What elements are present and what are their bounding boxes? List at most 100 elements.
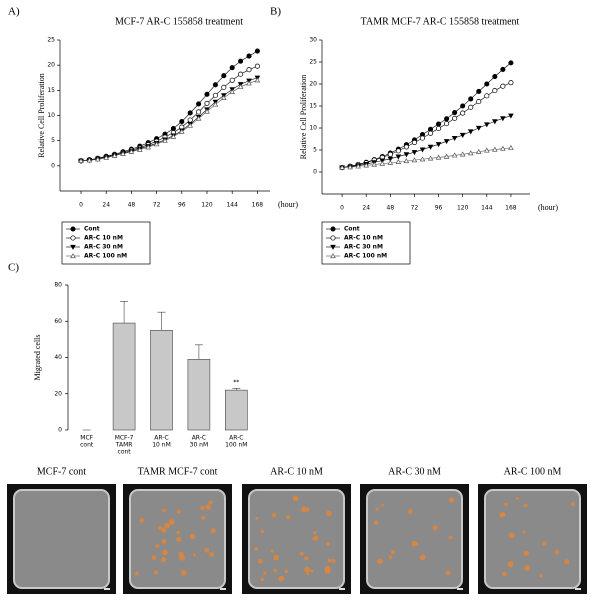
cell — [179, 554, 185, 561]
y-tick-label: 20 — [54, 390, 62, 397]
cell — [523, 550, 529, 556]
cell — [176, 536, 182, 542]
marker — [435, 154, 442, 160]
cell — [554, 549, 560, 555]
y-tick-label: 20 — [309, 81, 317, 88]
cell — [263, 571, 267, 576]
cell — [273, 554, 279, 561]
cell — [325, 541, 330, 546]
x-tick-label: 96 — [435, 205, 443, 212]
annotation: ** — [233, 379, 239, 386]
x-tick-label: 0 — [340, 205, 344, 212]
image-well — [366, 489, 463, 589]
y-tick-label: 20 — [47, 62, 55, 69]
cell — [189, 533, 196, 540]
cell — [388, 555, 393, 560]
x-tick-label: AR-C — [154, 435, 168, 442]
cell — [327, 558, 332, 563]
marker — [411, 139, 417, 146]
bar — [112, 322, 136, 431]
cell — [204, 547, 210, 553]
x-tick-label: AR-C — [192, 435, 206, 442]
x-tick-label: 48 — [387, 205, 395, 212]
cell — [325, 510, 332, 517]
marker — [330, 235, 336, 241]
marker — [187, 110, 193, 116]
marker — [179, 128, 185, 134]
bar — [225, 389, 248, 431]
marker — [427, 130, 434, 136]
image-caption: MCF-7 cont — [37, 466, 86, 477]
x-tick-label: 96 — [178, 202, 186, 209]
marker — [254, 48, 260, 54]
panel-label: C) — [8, 262, 19, 274]
marker — [229, 65, 235, 71]
cell — [515, 496, 519, 500]
cell — [255, 516, 259, 520]
marker — [387, 159, 394, 165]
x-tick-label: cont — [118, 449, 132, 456]
cell — [375, 507, 379, 511]
marker — [500, 116, 506, 122]
y-tick-label: 60 — [54, 318, 62, 325]
y-axis-label: Relative Cell Proliferation — [37, 73, 46, 157]
y-axis-label: Migrated cells — [33, 335, 42, 381]
cell — [278, 575, 285, 582]
marker — [444, 116, 450, 122]
x-tick-label: 0 — [79, 202, 83, 209]
marker — [238, 58, 244, 64]
marker — [508, 60, 514, 66]
legend-label: AR-C 10 nM — [84, 235, 123, 242]
scale-bar — [104, 588, 110, 590]
marker — [179, 118, 185, 125]
y-tick-label: 10 — [47, 112, 55, 119]
marker — [78, 157, 84, 163]
x-tick-label: 30 nM — [190, 442, 209, 449]
error-bar — [194, 344, 203, 360]
marker — [508, 144, 514, 150]
marker — [221, 94, 227, 100]
cell — [301, 506, 307, 513]
marker — [443, 139, 450, 145]
marker — [70, 253, 76, 259]
marker — [187, 122, 193, 128]
cell — [539, 573, 543, 578]
marker — [355, 163, 361, 169]
cell — [270, 549, 274, 553]
cell — [200, 505, 205, 511]
cell — [210, 527, 216, 534]
marker — [254, 63, 260, 69]
marker — [387, 156, 394, 162]
cell — [564, 559, 570, 565]
cell — [306, 572, 310, 576]
scale-bar — [575, 588, 581, 590]
marker — [371, 161, 378, 167]
marker — [500, 145, 506, 151]
x-tick-label: 100 nM — [225, 442, 247, 449]
cell — [192, 553, 196, 557]
x-tick-label: 168 — [505, 205, 517, 212]
cell — [312, 537, 316, 541]
cell — [522, 530, 526, 534]
marker — [411, 157, 418, 163]
error-bar — [120, 301, 129, 324]
cell — [499, 512, 505, 518]
cell — [176, 530, 181, 535]
cell — [135, 571, 139, 576]
x-tick-label: 24 — [362, 205, 370, 212]
image-well — [484, 489, 581, 589]
marker — [468, 104, 474, 110]
legend-label: Cont — [84, 226, 100, 233]
legend-label: AR-C 100 nM — [344, 253, 387, 260]
marker — [427, 144, 434, 150]
marker — [467, 129, 474, 135]
y-tick-label: 25 — [47, 37, 55, 44]
y-tick-label: 30 — [309, 37, 317, 44]
series-line — [342, 115, 512, 168]
marker — [451, 136, 458, 142]
cell — [570, 502, 575, 507]
marker — [86, 157, 93, 163]
cell — [271, 512, 277, 518]
marker — [500, 66, 506, 73]
cell — [161, 557, 167, 563]
